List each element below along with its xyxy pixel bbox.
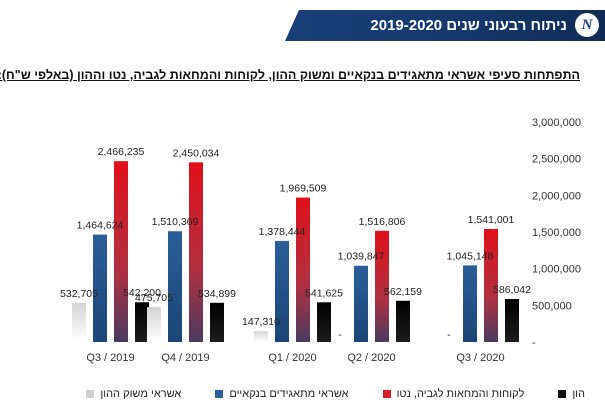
legend-entry: הון	[558, 388, 585, 400]
data-label: 534,899	[198, 288, 236, 300]
bar-1	[254, 331, 268, 342]
bar-4	[396, 300, 410, 342]
data-label: 1,464,624	[77, 220, 124, 232]
legend-label: אשראי מתאגידים בנקאיים	[229, 388, 349, 400]
legend-label: הון	[572, 388, 585, 400]
bar-3	[375, 230, 389, 342]
data-label: 562,159	[384, 286, 422, 298]
bar-3	[114, 161, 128, 342]
bar-2	[463, 265, 477, 342]
y-tick-label: 1,500,000	[532, 227, 581, 239]
data-label: 1,045,148	[447, 250, 494, 262]
x-tick-label: Q3 / 2019	[86, 352, 134, 364]
legend-label: אשראי משוק ההון	[100, 388, 182, 400]
bar-2	[354, 265, 368, 342]
data-label: 542,200	[123, 287, 161, 299]
x-tick-label: Q4 / 2019	[161, 352, 209, 364]
chart-title: התפתחות סעיפי אשראי מתאגידים בנקאיים ומש…	[0, 68, 580, 82]
legend-entry: לקוחות והמחאות לגביה, נטו	[382, 388, 525, 400]
data-label: -	[447, 329, 451, 341]
data-label: 2,450,034	[173, 147, 220, 159]
bar-4	[210, 302, 224, 342]
legend-entry: אשראי משוק ההון	[86, 388, 181, 400]
data-label: 2,466,235	[98, 146, 145, 158]
y-tick-label: 3,000,000	[532, 117, 581, 129]
legend-swatch	[382, 390, 391, 398]
data-label: 1,039,847	[338, 251, 385, 263]
bar-4	[317, 302, 331, 342]
bar-3	[189, 162, 203, 342]
data-label: 1,516,806	[359, 216, 406, 228]
bar-4	[505, 299, 519, 342]
data-label: 1,969,509	[280, 183, 327, 195]
data-label: 586,042	[493, 284, 531, 296]
bar-2	[275, 240, 289, 342]
data-label: 475,705	[135, 292, 173, 304]
y-tick-label: -	[532, 337, 536, 349]
bar-2	[93, 234, 107, 342]
bar-1	[147, 307, 161, 342]
data-label: -	[338, 329, 342, 341]
y-tick-label: 2,000,000	[532, 190, 581, 202]
bar-1	[72, 302, 86, 342]
y-tick-label: 1,000,000	[532, 264, 581, 276]
bar-3	[484, 228, 498, 342]
bar-2	[168, 231, 182, 342]
y-tick-label: 500,000	[532, 300, 572, 312]
legend-label: לקוחות והמחאות לגביה, נטו	[396, 388, 525, 400]
legend-swatch	[558, 390, 567, 398]
data-label: 541,625	[305, 287, 343, 299]
header-title: ניתוח רבעוני שנים 2019-2020	[370, 17, 567, 34]
x-tick-label: Q2 / 2020	[347, 352, 395, 364]
data-label: 1,510,369	[152, 216, 199, 228]
bar-3	[296, 197, 310, 342]
y-tick-label: 2,500,000	[532, 154, 581, 166]
legend-entry: אשראי מתאגידים בנקאיים	[215, 388, 349, 400]
company-logo-icon: N	[575, 13, 599, 37]
legend-swatch	[86, 390, 95, 398]
x-tick-label: Q3 / 2020	[456, 352, 504, 364]
chart-legend: הון לקוחות והמחאות לגביה, נטו אשראי מתאגיד…	[20, 388, 585, 400]
bar-4	[135, 302, 149, 342]
data-label: 1,541,001	[468, 214, 515, 226]
data-label: 1,378,444	[259, 226, 306, 238]
data-label: 147,310	[242, 316, 280, 328]
header-banner: ניתוח רבעוני שנים 2019-2020 N	[285, 10, 605, 41]
data-label: 532,705	[60, 288, 98, 300]
legend-swatch	[215, 390, 224, 398]
x-tick-label: Q1 / 2020	[268, 352, 316, 364]
